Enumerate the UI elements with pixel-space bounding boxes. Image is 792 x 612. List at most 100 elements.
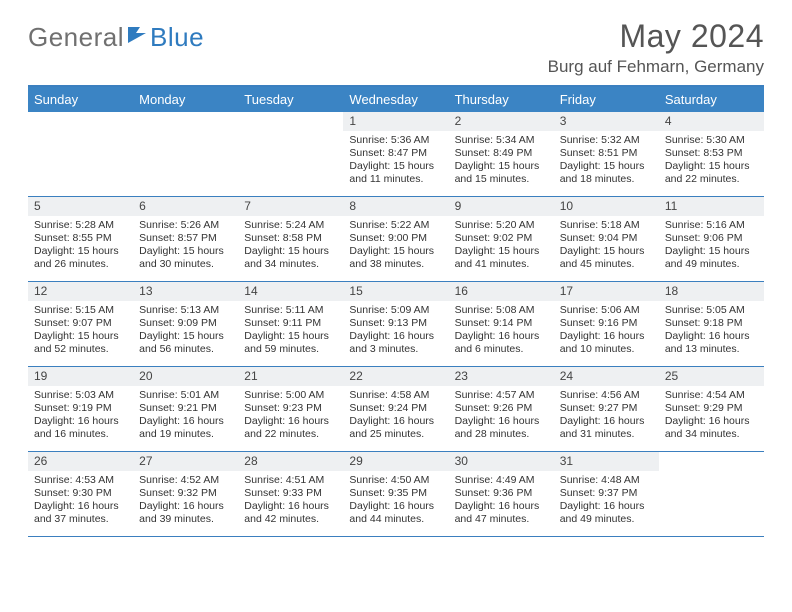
sunrise-text: Sunrise: 4:50 AM (349, 474, 442, 487)
calendar-day-cell: 11Sunrise: 5:16 AMSunset: 9:06 PMDayligh… (659, 197, 764, 281)
day-details: Sunrise: 4:52 AMSunset: 9:32 PMDaylight:… (133, 471, 238, 531)
sunrise-text: Sunrise: 5:03 AM (34, 389, 127, 402)
day-details: Sunrise: 5:03 AMSunset: 9:19 PMDaylight:… (28, 386, 133, 446)
day-number: 6 (133, 197, 238, 216)
day-details: Sunrise: 5:24 AMSunset: 8:58 PMDaylight:… (238, 216, 343, 276)
day-number: 22 (343, 367, 448, 386)
sunrise-text: Sunrise: 5:22 AM (349, 219, 442, 232)
day-details: Sunrise: 4:54 AMSunset: 9:29 PMDaylight:… (659, 386, 764, 446)
day-details: Sunrise: 4:53 AMSunset: 9:30 PMDaylight:… (28, 471, 133, 531)
daylight-text: Daylight: 15 hours and 52 minutes. (34, 330, 127, 356)
sunset-text: Sunset: 9:09 PM (139, 317, 232, 330)
header: General Blue May 2024 Burg auf Fehmarn, … (28, 18, 764, 77)
day-details: Sunrise: 5:08 AMSunset: 9:14 PMDaylight:… (449, 301, 554, 361)
weekday-header: Monday (133, 87, 238, 112)
title-block: May 2024 Burg auf Fehmarn, Germany (548, 18, 764, 77)
day-details: Sunrise: 5:01 AMSunset: 9:21 PMDaylight:… (133, 386, 238, 446)
day-details: Sunrise: 5:00 AMSunset: 9:23 PMDaylight:… (238, 386, 343, 446)
calendar-day-cell: 5Sunrise: 5:28 AMSunset: 8:55 PMDaylight… (28, 197, 133, 281)
sunrise-text: Sunrise: 4:53 AM (34, 474, 127, 487)
daylight-text: Daylight: 15 hours and 56 minutes. (139, 330, 232, 356)
day-number: 29 (343, 452, 448, 471)
sunset-text: Sunset: 9:23 PM (244, 402, 337, 415)
sunset-text: Sunset: 9:19 PM (34, 402, 127, 415)
sunrise-text: Sunrise: 5:24 AM (244, 219, 337, 232)
day-details: Sunrise: 5:18 AMSunset: 9:04 PMDaylight:… (554, 216, 659, 276)
sunrise-text: Sunrise: 4:48 AM (560, 474, 653, 487)
sunset-text: Sunset: 9:26 PM (455, 402, 548, 415)
sunset-text: Sunset: 8:51 PM (560, 147, 653, 160)
daylight-text: Daylight: 15 hours and 45 minutes. (560, 245, 653, 271)
sunset-text: Sunset: 9:32 PM (139, 487, 232, 500)
day-details: Sunrise: 5:30 AMSunset: 8:53 PMDaylight:… (659, 131, 764, 191)
sunset-text: Sunset: 8:49 PM (455, 147, 548, 160)
day-number: 4 (659, 112, 764, 131)
sunset-text: Sunset: 9:16 PM (560, 317, 653, 330)
day-number: 5 (28, 197, 133, 216)
sunset-text: Sunset: 8:58 PM (244, 232, 337, 245)
location: Burg auf Fehmarn, Germany (548, 57, 764, 77)
day-details: Sunrise: 5:36 AMSunset: 8:47 PMDaylight:… (343, 131, 448, 191)
sunset-text: Sunset: 9:37 PM (560, 487, 653, 500)
weekday-header: Friday (554, 87, 659, 112)
daylight-text: Daylight: 16 hours and 6 minutes. (455, 330, 548, 356)
daylight-text: Daylight: 16 hours and 47 minutes. (455, 500, 548, 526)
daylight-text: Daylight: 16 hours and 44 minutes. (349, 500, 442, 526)
weekday-header: Wednesday (343, 87, 448, 112)
day-number: 9 (449, 197, 554, 216)
sunset-text: Sunset: 9:36 PM (455, 487, 548, 500)
day-details: Sunrise: 5:05 AMSunset: 9:18 PMDaylight:… (659, 301, 764, 361)
day-number: 19 (28, 367, 133, 386)
daylight-text: Daylight: 16 hours and 42 minutes. (244, 500, 337, 526)
day-details: Sunrise: 5:22 AMSunset: 9:00 PMDaylight:… (343, 216, 448, 276)
calendar-day-cell: 24Sunrise: 4:56 AMSunset: 9:27 PMDayligh… (554, 367, 659, 451)
day-details: Sunrise: 5:20 AMSunset: 9:02 PMDaylight:… (449, 216, 554, 276)
daylight-text: Daylight: 16 hours and 49 minutes. (560, 500, 653, 526)
sunset-text: Sunset: 8:53 PM (665, 147, 758, 160)
sunset-text: Sunset: 8:57 PM (139, 232, 232, 245)
day-number: 20 (133, 367, 238, 386)
daylight-text: Daylight: 15 hours and 18 minutes. (560, 160, 653, 186)
calendar-blank-cell (659, 452, 764, 536)
sunset-text: Sunset: 9:00 PM (349, 232, 442, 245)
daylight-text: Daylight: 16 hours and 16 minutes. (34, 415, 127, 441)
day-number: 1 (343, 112, 448, 131)
daylight-text: Daylight: 16 hours and 39 minutes. (139, 500, 232, 526)
calendar-day-cell: 10Sunrise: 5:18 AMSunset: 9:04 PMDayligh… (554, 197, 659, 281)
calendar-day-cell: 22Sunrise: 4:58 AMSunset: 9:24 PMDayligh… (343, 367, 448, 451)
day-details: Sunrise: 4:58 AMSunset: 9:24 PMDaylight:… (343, 386, 448, 446)
day-number: 15 (343, 282, 448, 301)
sunset-text: Sunset: 9:33 PM (244, 487, 337, 500)
calendar-day-cell: 28Sunrise: 4:51 AMSunset: 9:33 PMDayligh… (238, 452, 343, 536)
day-number: 2 (449, 112, 554, 131)
daylight-text: Daylight: 15 hours and 11 minutes. (349, 160, 442, 186)
calendar: SundayMondayTuesdayWednesdayThursdayFrid… (28, 85, 764, 537)
day-details: Sunrise: 4:49 AMSunset: 9:36 PMDaylight:… (449, 471, 554, 531)
sunrise-text: Sunrise: 4:56 AM (560, 389, 653, 402)
calendar-blank-cell (238, 112, 343, 196)
sunset-text: Sunset: 9:02 PM (455, 232, 548, 245)
calendar-day-cell: 25Sunrise: 4:54 AMSunset: 9:29 PMDayligh… (659, 367, 764, 451)
sunset-text: Sunset: 9:14 PM (455, 317, 548, 330)
day-number: 21 (238, 367, 343, 386)
daylight-text: Daylight: 16 hours and 34 minutes. (665, 415, 758, 441)
calendar-day-cell: 26Sunrise: 4:53 AMSunset: 9:30 PMDayligh… (28, 452, 133, 536)
daylight-text: Daylight: 15 hours and 49 minutes. (665, 245, 758, 271)
calendar-day-cell: 13Sunrise: 5:13 AMSunset: 9:09 PMDayligh… (133, 282, 238, 366)
calendar-header-row: SundayMondayTuesdayWednesdayThursdayFrid… (28, 87, 764, 112)
sunrise-text: Sunrise: 5:28 AM (34, 219, 127, 232)
day-number: 31 (554, 452, 659, 471)
calendar-day-cell: 19Sunrise: 5:03 AMSunset: 9:19 PMDayligh… (28, 367, 133, 451)
day-details: Sunrise: 5:34 AMSunset: 8:49 PMDaylight:… (449, 131, 554, 191)
day-number: 8 (343, 197, 448, 216)
calendar-day-cell: 18Sunrise: 5:05 AMSunset: 9:18 PMDayligh… (659, 282, 764, 366)
day-details: Sunrise: 5:06 AMSunset: 9:16 PMDaylight:… (554, 301, 659, 361)
calendar-day-cell: 17Sunrise: 5:06 AMSunset: 9:16 PMDayligh… (554, 282, 659, 366)
sunrise-text: Sunrise: 4:49 AM (455, 474, 548, 487)
sunset-text: Sunset: 9:27 PM (560, 402, 653, 415)
calendar-blank-cell (28, 112, 133, 196)
logo-text-blue: Blue (150, 22, 204, 53)
sunrise-text: Sunrise: 5:08 AM (455, 304, 548, 317)
calendar-day-cell: 27Sunrise: 4:52 AMSunset: 9:32 PMDayligh… (133, 452, 238, 536)
logo: General Blue (28, 22, 204, 53)
